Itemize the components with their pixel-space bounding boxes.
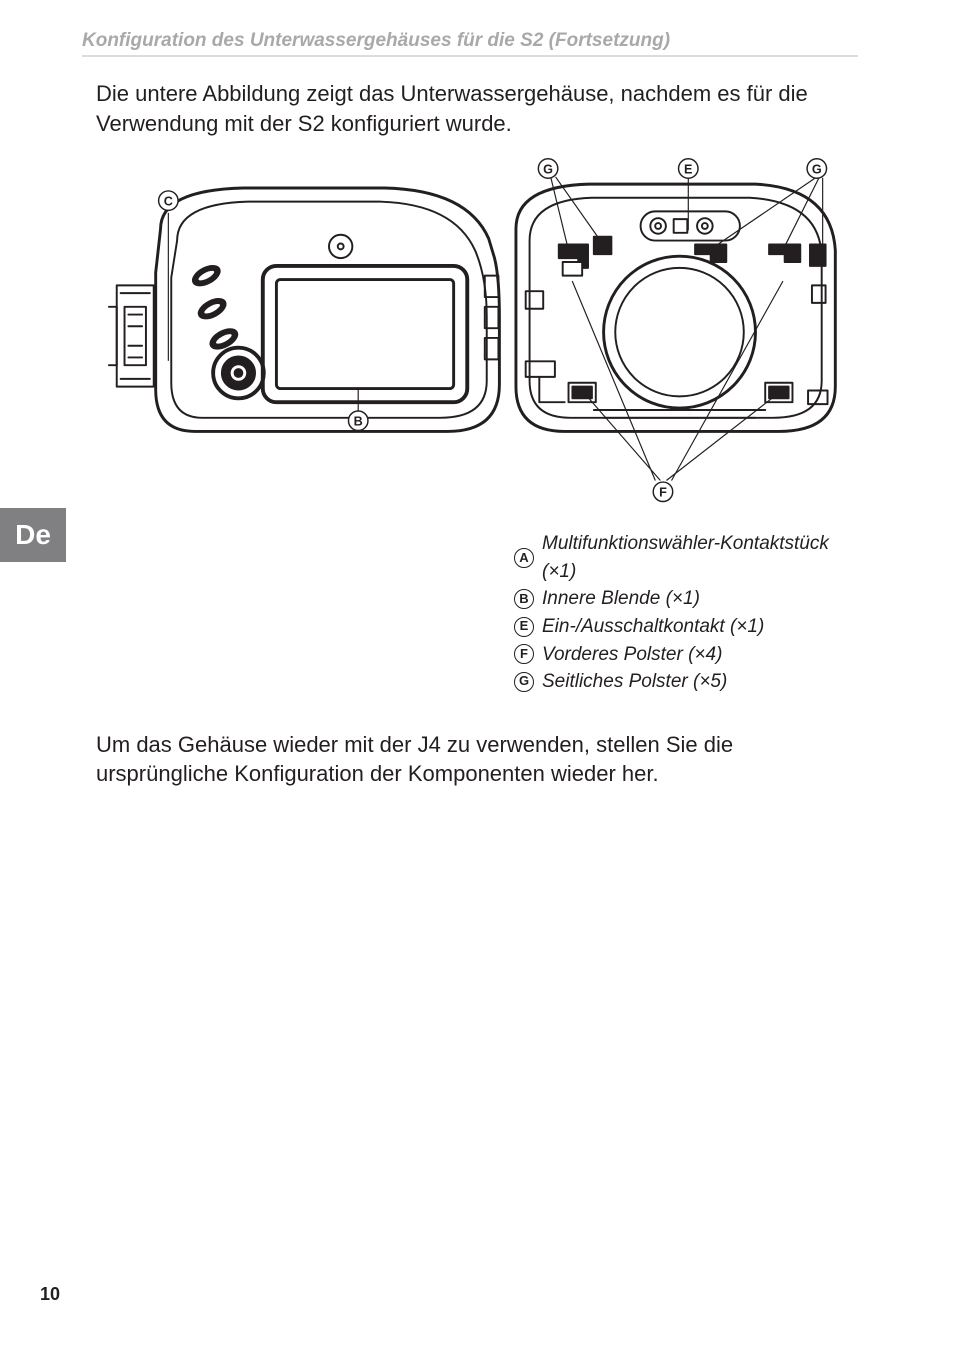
legend-bullet-e: E xyxy=(514,617,534,637)
housing-diagram: C B G E G F xyxy=(107,156,847,516)
legend-text: Seitliches Polster (×5) xyxy=(542,668,727,696)
legend-item: B Innere Blende (×1) xyxy=(514,585,858,613)
outro-paragraph: Um das Gehäuse wieder mit der J4 zu verw… xyxy=(96,730,858,789)
legend-text: Multifunktionswähler-Kontaktstück (×1) xyxy=(542,530,858,585)
svg-text:E: E xyxy=(684,163,692,177)
page-number: 10 xyxy=(40,1284,60,1305)
legend-item: A Multifunktionswähler-Kontaktstück (×1) xyxy=(514,530,858,585)
svg-text:C: C xyxy=(164,195,173,209)
intro-paragraph: Die untere Abbildung zeigt das Unterwass… xyxy=(96,79,858,138)
language-tab: De xyxy=(0,508,66,562)
svg-text:F: F xyxy=(659,486,667,500)
manual-page: Konfiguration des Unterwassergehäuses fü… xyxy=(0,0,954,1357)
legend-bullet-f: F xyxy=(514,644,534,664)
legend-text: Ein-/Ausschaltkontakt (×1) xyxy=(542,613,764,641)
legend-bullet-a: A xyxy=(514,548,534,568)
svg-text:G: G xyxy=(812,163,822,177)
svg-text:G: G xyxy=(543,163,553,177)
legend-text: Vorderes Polster (×4) xyxy=(542,641,722,669)
diagram-container: C B G E G F xyxy=(96,156,858,516)
legend-item: F Vorderes Polster (×4) xyxy=(514,641,858,669)
legend-item: G Seitliches Polster (×5) xyxy=(514,668,858,696)
legend-bullet-b: B xyxy=(514,589,534,609)
legend-item: E Ein-/Ausschaltkontakt (×1) xyxy=(514,613,858,641)
legend-text: Innere Blende (×1) xyxy=(542,585,700,613)
legend-bullet-g: G xyxy=(514,672,534,692)
diagram-legend: A Multifunktionswähler-Kontaktstück (×1)… xyxy=(514,530,858,695)
section-header: Konfiguration des Unterwassergehäuses fü… xyxy=(82,30,858,57)
svg-text:B: B xyxy=(354,415,363,429)
